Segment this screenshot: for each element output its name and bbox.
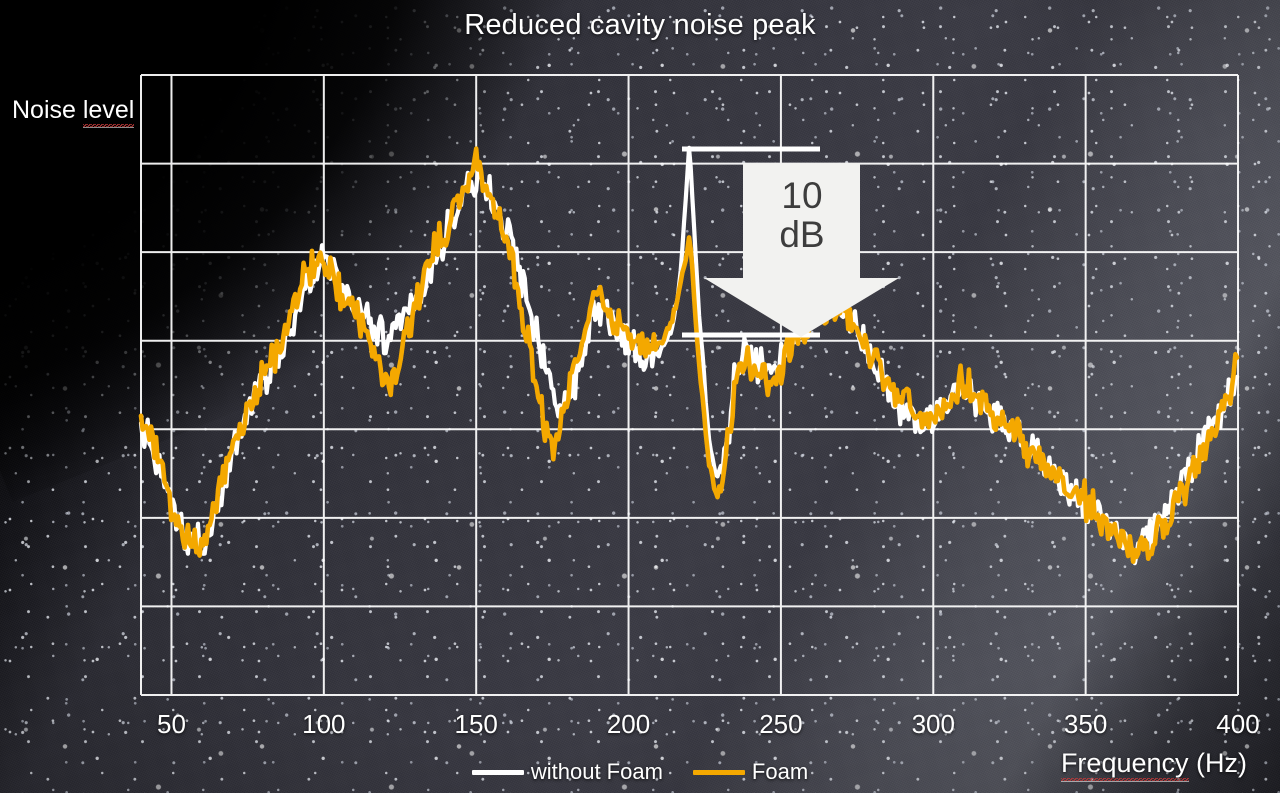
x-axis-label: Frequency (Hz): [1060, 748, 1247, 782]
x-tick-400: 400: [1216, 709, 1260, 739]
y-axis-label-text: Noise: [12, 96, 83, 124]
reduction-annotation: [682, 146, 899, 338]
x-tick-300: 300: [911, 709, 955, 739]
x-tick-350: 350: [1063, 709, 1108, 739]
x-tick-200: 200: [606, 709, 651, 739]
x-tick-100: 100: [302, 709, 346, 739]
y-axis-label: Noise level: [12, 96, 135, 128]
down-arrow-icon: [704, 163, 899, 337]
x-tick-150: 150: [454, 709, 498, 739]
x-axis-label-unit: (Hz): [1188, 748, 1247, 778]
series-foam: [138, 146, 1240, 564]
series-without-foam: [138, 145, 1240, 566]
x-tick-50: 50: [157, 709, 186, 739]
y-axis-label-misspelled: level: [82, 96, 135, 128]
page-title: Reduced cavity noise peak: [464, 9, 816, 41]
chart-curves: [138, 145, 1240, 566]
x-axis-label-misspelled: Frequency: [1060, 748, 1189, 782]
x-tick-250: 250: [759, 709, 803, 739]
